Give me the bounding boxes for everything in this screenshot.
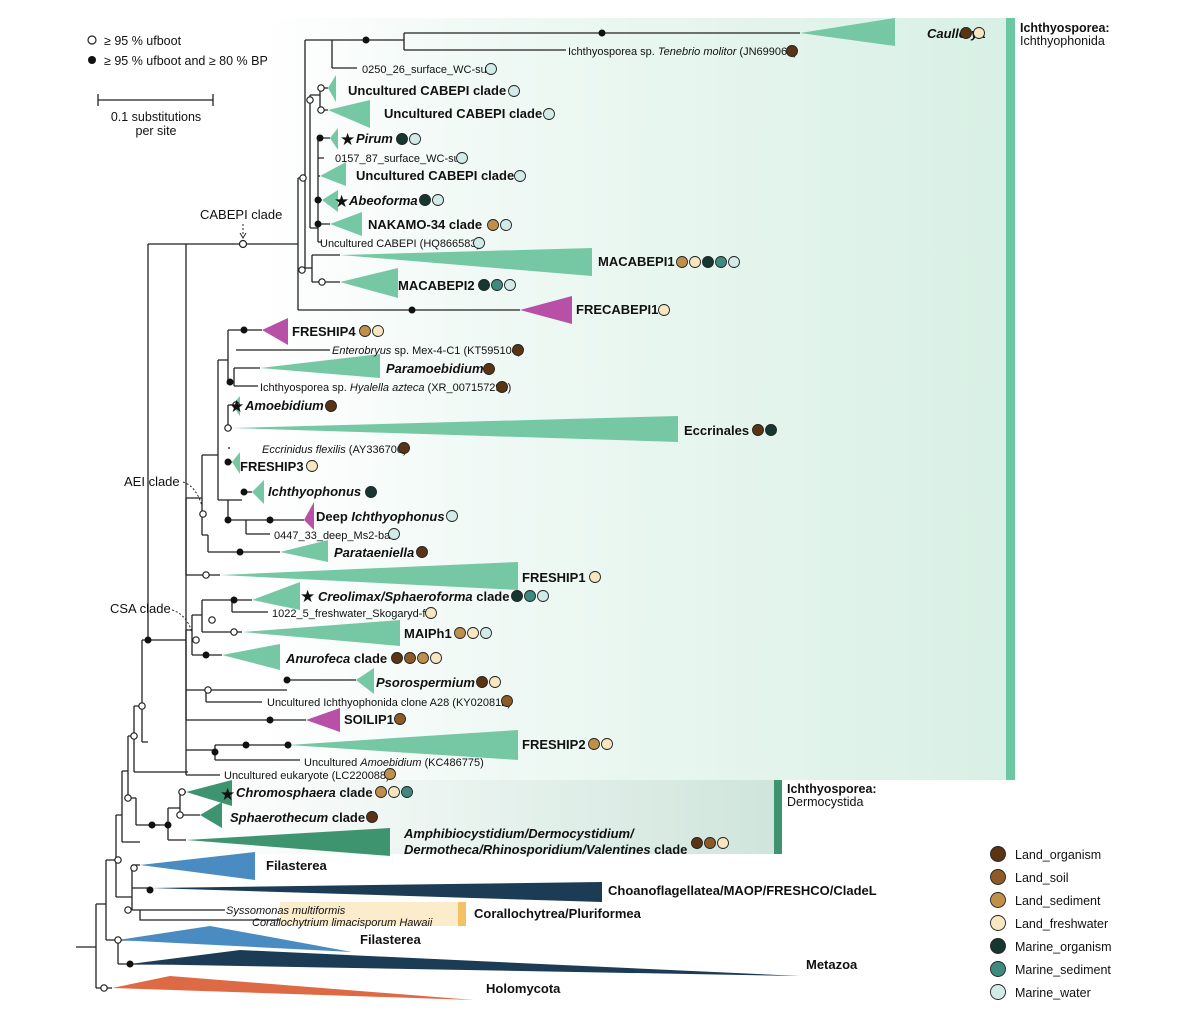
taxon-pirum: Pirum [356,131,393,146]
habitat-legend-item-land-soil: Land_soil [990,869,1069,885]
taxon-0447: 0447_33_deep_Ms2-bat [274,530,393,542]
ichthyophonida-background [260,18,1008,780]
taxon-uncultured-ichthyophonida: Uncultured Ichthyophonida clone A28 (KY0… [267,697,511,709]
open-node-legend-icon [87,35,97,45]
svg-text:Land_sediment: Land_sediment [1015,894,1101,908]
taxon-0157: 0157_87_surface_WC-sur [335,153,464,165]
taxon-hyalella: Ichthyosporea sp. Hyalella azteca (XR_00… [260,382,511,394]
taxon-corallochytrea: Corallochytrea/Pluriformea [474,906,642,921]
svg-text:Land_freshwater: Land_freshwater [1015,917,1108,931]
land-freshwater-swatch-icon [990,915,1006,931]
taxon-uncultured-cabepi-1: Uncultured CABEPI clade [348,83,506,98]
csa-node-label: CSA clade [110,601,171,616]
filled-node-legend-icon [88,56,96,64]
taxon-deep-ichthyophonus: Deep Ichthyophonus [316,509,445,524]
taxon-eccrinidus: Eccrinidus flexilis (AY336700) [262,444,407,456]
ichthyophonida-band [1006,18,1015,780]
taxon-macabepi1: MACABEPI1 [598,254,675,269]
star-icon: ★ [334,192,349,212]
scale-bar [97,94,214,106]
taxon-frecabepi1: FRECABEPI1 [576,302,658,317]
dermocystida-band [774,780,782,854]
habitat-legend-item-marine-water: Marine_water [990,984,1091,1000]
marine-sediment-swatch-icon [990,961,1006,977]
svg-text:Marine_water: Marine_water [1015,986,1091,1000]
taxon-eccrinales: Eccrinales [684,423,749,438]
habitat-legend-item-marine-sediment: Marine_sediment [990,961,1111,977]
taxon-amphibiocystidium-1: Amphibiocystidium/Dermocystidium/ [403,826,635,841]
support-nodes [100,29,606,992]
habitat-dots [306,27,985,849]
taxon-freship3: FRESHIP3 [240,459,304,474]
taxon-syssomonas: Syssomonas multiformis [226,905,346,917]
taxon-uncultured-amoebidium: Uncultured Amoebidium (KC486775) [304,757,484,769]
taxon-nakamo: NAKAMO-34 clade [368,217,482,232]
marine-water-swatch-icon [990,984,1006,1000]
taxon-soilip1: SOILIP1 [344,712,394,727]
ichthyophonida-title: Ichthyosporea: [1020,21,1110,35]
dermocystida-title: Ichthyosporea: [787,782,877,796]
taxon-enterobryus: Enterobryus sp. Mex-4-C1 (KT595104) [332,345,522,357]
star-icon: ★ [220,785,235,805]
habitat-legend-item-land-sediment: Land_sediment [990,892,1101,908]
svg-text:Land_soil: Land_soil [1015,871,1069,885]
land-soil-swatch-icon [990,869,1006,885]
taxon-0250: 0250_26_surface_WC-sur [362,64,491,76]
taxon-chromosphaera: Chromosphaera clade [236,785,373,800]
taxon-creolimax: Creolimax/Sphaeroforma clade [318,589,509,604]
taxon-tenebrio: Ichthyosporea sp. Tenebrio molitor (JN69… [568,46,797,58]
taxon-maiph1: MAIPh1 [404,626,452,641]
taxon-holomycota: Holomycota [486,981,561,996]
taxon-labels: Caullerya Ichthyosporea sp. Tenebrio mol… [224,26,986,996]
taxon-sphaerothecum: Sphaerothecum clade [230,810,365,825]
taxon-ichthyophonus: Ichthyophonus [268,484,361,499]
taxon-metazoa: Metazoa [806,957,858,972]
habitat-legend-item-land-organism: Land_organism [990,846,1101,862]
taxon-freship1: FRESHIP1 [522,570,586,585]
taxon-uncultured-cabepi-2: Uncultured CABEPI clade [384,106,542,121]
taxon-choano: Choanoflagellatea/MAOP/FRESHCO/CladeL [608,883,877,898]
taxon-abeoforma: Abeoforma [348,193,418,208]
legend-open-label: ≥ 95 % ufboot [104,34,182,48]
cabepi-node-label: CABEPI clade [200,207,282,222]
land-organism-swatch-icon [990,846,1006,862]
star-icon: ★ [340,130,355,150]
taxon-paramoebidium: Paramoebidium [386,361,484,376]
svg-text:Land_organism: Land_organism [1015,848,1101,862]
clade-triangles [112,18,895,1000]
dermocystida-subtitle: Dermocystida [787,795,863,809]
habitat-legend-item-marine-organism: Marine_organism [990,938,1112,954]
scale-bar-label-1: 0.1 substitutions [111,110,201,124]
taxon-amoebidium: Amoebidium [244,398,324,413]
taxon-parataeniella: Parataeniella [334,545,414,560]
taxon-uncultured-cabepi-3: Uncultured CABEPI clade [356,168,514,183]
habitat-legend: Land_organism Land_soil Land_sediment La… [990,846,1112,1000]
scale-bar-label-2: per site [136,124,177,138]
taxon-amphibiocystidium-2: Dermotheca/Rhinosporidium/Valentines cla… [404,842,687,857]
taxon-filasterea-2: Filasterea [360,932,421,947]
taxon-1022: 1022_5_freshwater_Skogaryd-fw [272,608,433,620]
svg-text:Marine_sediment: Marine_sediment [1015,963,1111,977]
marine-organism-swatch-icon [990,938,1006,954]
aei-node-label: AEI clade [124,474,180,489]
taxon-filasterea-1: Filasterea [266,858,327,873]
taxon-freship2: FRESHIP2 [522,737,586,752]
star-markers: ★ ★ ★ ★ ★ [220,130,355,805]
taxon-anurofeca: Anurofeca clade [285,651,387,666]
taxon-freship4: FRESHIP4 [292,324,356,339]
taxon-macabepi2: MACABEPI2 [398,278,475,293]
land-sediment-swatch-icon [990,892,1006,908]
taxon-corallochytrium: Corallochytrium limacisporum Hawaii [252,917,433,929]
star-icon: ★ [300,587,315,607]
svg-text:Marine_organism: Marine_organism [1015,940,1112,954]
taxon-uncultured-cabepi-hq: Uncultured CABEPI (HQ866583) [320,238,480,250]
habitat-legend-item-land-freshwater: Land_freshwater [990,915,1108,931]
ichthyophonida-subtitle: Ichthyophonida [1020,34,1105,48]
legend-filled-label: ≥ 95 % ufboot and ≥ 80 % BP [104,54,268,68]
star-icon: ★ [229,397,244,417]
taxon-psorospermium: Psorospermium [376,675,475,690]
taxon-uncultured-eukaryote: Uncultured eukaryote (LC220088) [224,770,390,782]
